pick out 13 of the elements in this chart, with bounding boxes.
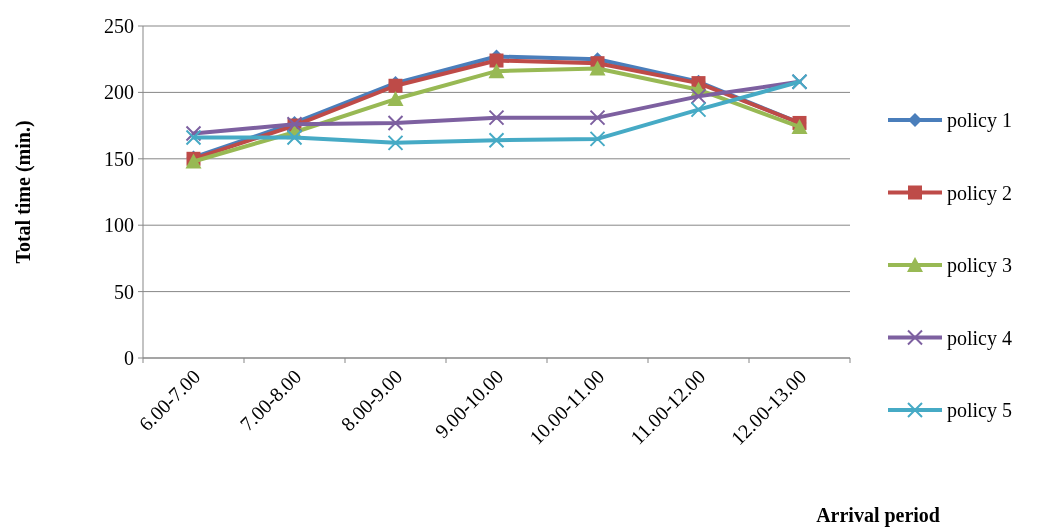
y-tick-label: 100 — [104, 214, 134, 237]
x-axis-title: Arrival period — [816, 504, 940, 527]
y-tick-label: 250 — [104, 15, 134, 37]
y-tick-label: 150 — [104, 147, 134, 170]
legend-label: policy 4 — [947, 326, 1012, 350]
legend-label: policy 3 — [947, 254, 1012, 277]
y-tick-label: 50 — [114, 280, 134, 303]
legend-label: policy 2 — [947, 181, 1012, 205]
legend-label: policy 1 — [947, 109, 1012, 132]
legend-label: policy 5 — [947, 399, 1012, 422]
y-tick-label: 0 — [124, 347, 134, 369]
y-axis-title: Total time (min.) — [12, 120, 35, 264]
y-tick-label: 200 — [104, 81, 134, 104]
